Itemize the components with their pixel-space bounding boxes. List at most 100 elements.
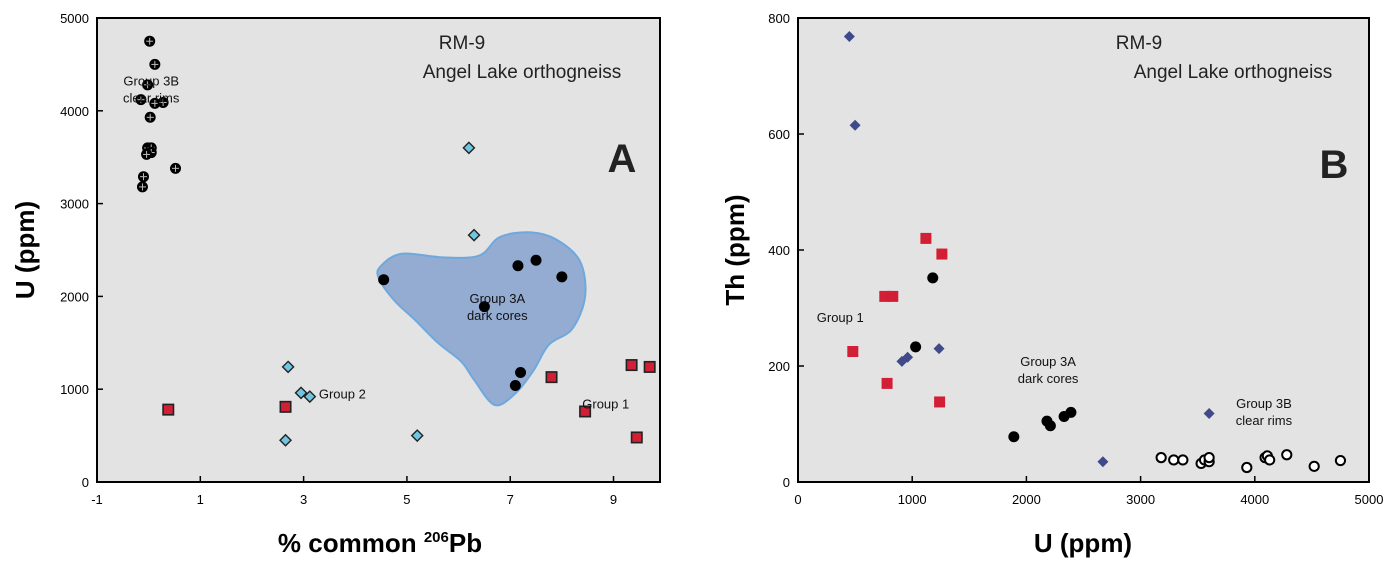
chart-subtitle-a: Angel Lake orthogneiss [423, 62, 622, 83]
data-point-diamond [279, 433, 293, 447]
data-point-crossed-circle [149, 97, 161, 109]
x-tick-label: 9 [610, 492, 617, 507]
data-point-open-circle [1281, 449, 1293, 461]
data-point-diamond [281, 360, 295, 374]
data-point-filled-circle [1044, 420, 1056, 432]
chart-subtitle-b: Angel Lake orthogneiss [1134, 62, 1333, 83]
group-annotation: Group 1 [817, 310, 864, 325]
group-annotation: Group 1 [582, 397, 629, 412]
y-tick-label: 800 [768, 11, 790, 26]
data-point-filled-circle [478, 301, 490, 313]
y-axis-label-b: Th (ppm) [720, 194, 750, 305]
data-point-diamond [467, 228, 481, 242]
group-annotation: Group 3A dark cores [1018, 354, 1079, 386]
data-point-square [936, 248, 948, 260]
data-point-diamond [843, 31, 855, 43]
panel-a: -1 1 3 5 7 9 0 1000 2000 3000 4000 5000 Group 3B cle… [10, 11, 661, 558]
data-point-square [934, 396, 946, 408]
panel-b: 0 1000 2000 3000 4000 5000 0 200 400 600 800 Group… [720, 11, 1383, 558]
group-annotation: Group 2 [319, 386, 366, 401]
data-point-crossed-circle [136, 181, 148, 193]
data-point-square [643, 360, 656, 373]
data-point-diamond [1097, 456, 1109, 468]
y-tick-label: 200 [768, 359, 790, 374]
y-tick-label: 0 [783, 475, 790, 490]
x-tick-label: 4000 [1240, 492, 1269, 507]
data-point-filled-circle [927, 272, 939, 284]
y-tick-label: 2000 [60, 289, 89, 304]
x-tick-label: 3 [300, 492, 307, 507]
data-point-filled-circle [1065, 406, 1077, 418]
data-point-crossed-circle [135, 94, 147, 106]
chart-title-b: RM-9 [1116, 33, 1162, 54]
data-point-square [847, 346, 859, 357]
data-point-diamond [849, 119, 861, 131]
y-tick-label: 3000 [60, 197, 89, 212]
data-point-open-circle [1241, 461, 1253, 474]
y-tick-label: 1000 [60, 382, 89, 397]
plot-area-b [797, 17, 1370, 483]
data-point-square [545, 371, 558, 384]
y-tick-label: 600 [768, 127, 790, 142]
data-point-diamond [933, 343, 945, 355]
y-tick-label: 5000 [60, 11, 89, 26]
data-point-crossed-circle [137, 171, 149, 183]
data-point-filled-circle [509, 379, 521, 391]
data-point-filled-circle [378, 274, 390, 286]
x-axis-label-a: % common 206Pb [278, 528, 482, 558]
x-tick-label: 0 [794, 492, 801, 507]
data-point-square [881, 377, 893, 389]
chart-title-a: RM-9 [439, 33, 485, 54]
data-point-open-circle [1155, 452, 1167, 464]
data-point-open-circle [1177, 454, 1189, 466]
data-point-open-circle [1264, 454, 1276, 466]
data-point-diamond [1203, 408, 1215, 420]
data-point-crossed-circle [144, 111, 156, 123]
data-point-crossed-circle [142, 79, 154, 91]
data-point-filled-circle [556, 271, 568, 283]
data-point-filled-circle [910, 341, 922, 353]
x-tick-label: 7 [507, 492, 514, 507]
data-point-diamond [462, 141, 476, 155]
x-tick-label: 5 [403, 492, 410, 507]
data-point-square [625, 359, 638, 372]
y-axis-label-a: U (ppm) [10, 201, 40, 299]
x-tick-label: 2000 [1012, 492, 1041, 507]
data-point-filled-circle [530, 254, 542, 266]
data-point-filled-circle [515, 366, 527, 378]
data-point-square [887, 290, 899, 302]
data-point-square [162, 403, 175, 416]
data-point-filled-circle [512, 260, 524, 272]
group-annotation: Group 3B clear rims [123, 74, 180, 106]
group-annotation: Group 3B clear rims [1236, 396, 1293, 428]
data-point-filled-circle [1008, 431, 1020, 443]
x-tick-label: 1000 [898, 492, 927, 507]
y-tick-label: 0 [82, 475, 89, 490]
data-point-diamond [303, 390, 317, 404]
data-point-crossed-circle [141, 148, 153, 160]
data-point-square [579, 405, 592, 418]
data-point-open-circle [1308, 460, 1320, 472]
x-tick-label: 5000 [1355, 492, 1384, 507]
group-annotation: Group 3A dark cores [467, 291, 528, 323]
x-tick-label: -1 [91, 492, 103, 507]
data-point-square [630, 431, 643, 444]
y-tick-label: 4000 [60, 104, 89, 119]
data-point-crossed-circle [144, 35, 156, 47]
data-point-diamond [902, 351, 914, 363]
x-tick-label: 3000 [1126, 492, 1155, 507]
plot-area-a [96, 17, 661, 483]
data-point-crossed-circle [149, 58, 161, 70]
data-point-crossed-circle [170, 162, 182, 174]
y-tick-label: 400 [768, 243, 790, 258]
data-point-square [279, 400, 292, 413]
data-point-open-circle [1203, 452, 1215, 464]
data-point-diamond [294, 386, 308, 400]
data-point-open-circle [1334, 454, 1347, 467]
data-point-open-circle [1168, 454, 1180, 466]
panel-letter-b: B [1320, 143, 1349, 187]
x-axis-label-b: U (ppm) [1034, 528, 1132, 558]
data-point-crossed-circle [157, 96, 169, 108]
data-point-diamond [410, 429, 424, 443]
